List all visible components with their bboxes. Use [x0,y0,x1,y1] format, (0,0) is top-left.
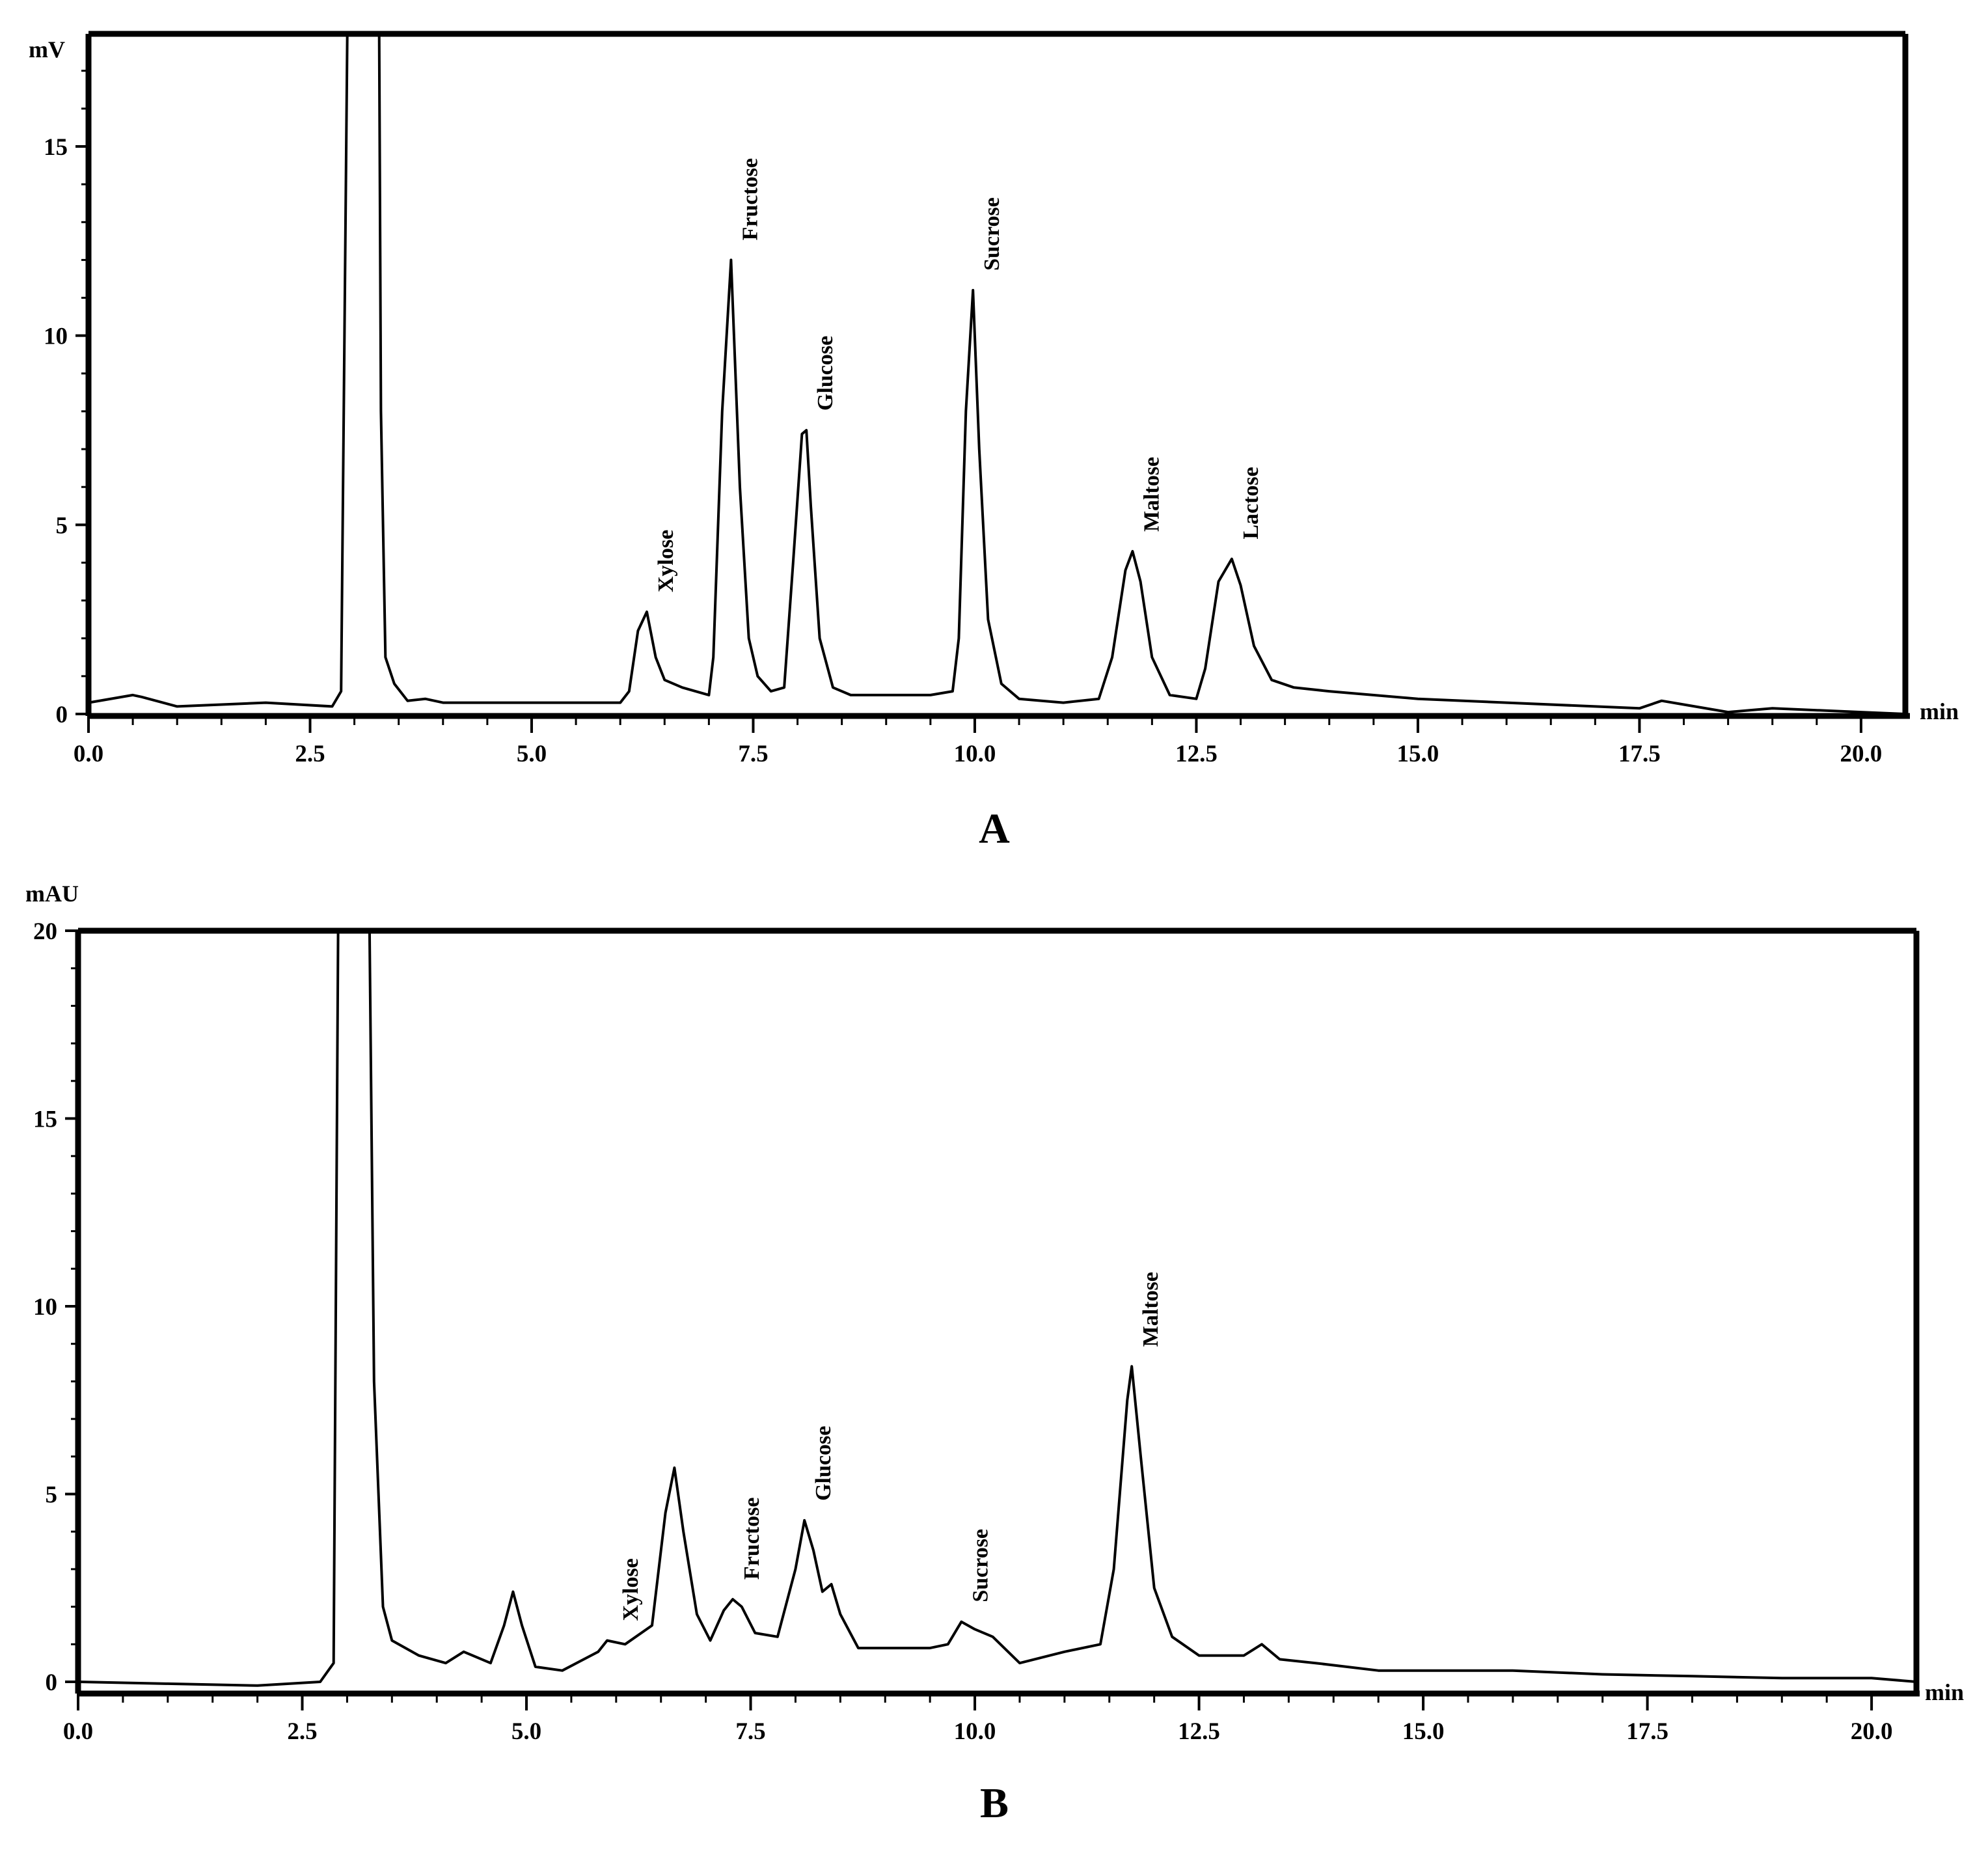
x-ticks: 0.0 2.5 5.0 7.5 10.0 12.5 15.0 17.5 20.0 [74,716,1882,767]
x-tick-label: 15.0 [1402,1718,1445,1745]
chart-panel-b: 0.0 2.5 5.0 7.5 10.0 12.5 15.0 17.5 20.0 0 5 10 15 2… [25,881,1964,1827]
panel-label-b: B [980,1779,1009,1827]
y-tick-label: 0 [46,1669,58,1696]
x-unit-label: min [1925,1679,1964,1705]
x-tick-label: 20.0 [1851,1718,1893,1745]
peak-label: Xylose [654,530,678,592]
x-tick-label: 5.0 [511,1718,541,1745]
x-tick-label: 15.0 [1397,741,1439,767]
x-tick-label: 7.5 [735,1718,765,1745]
chromatogram-line [88,33,1906,715]
peak-label: Maltose [1139,457,1164,532]
x-tick-label: 10.0 [954,741,996,767]
x-tick-label: 2.5 [295,741,325,767]
y-ticks: 0 5 10 15 20 [33,918,78,1696]
y-tick-label: 10 [44,323,68,350]
x-tick-label: 17.5 [1626,1718,1668,1745]
x-tick-label: 0.0 [63,1718,93,1745]
chart-panel-a: 0.0 2.5 5.0 7.5 10.0 12.5 15.0 17.5 20.0 051015 … [29,31,1959,853]
x-tick-label: 5.0 [517,741,547,767]
x-tick-label: 17.5 [1618,741,1661,767]
peak-annotations: Xylose Fructose Glucose Sucrose Maltose [619,1272,1163,1621]
peak-label: Fructose [738,158,762,241]
x-unit-label: min [1920,698,1959,724]
peak-label: Xylose [619,1558,643,1621]
y-tick-label: 15 [33,1106,57,1133]
x-tick-label: 20.0 [1840,741,1883,767]
y-unit-label: mV [29,36,65,62]
y-tick-label: 20 [33,918,57,945]
x-ticks: 0.0 2.5 5.0 7.5 10.0 12.5 15.0 17.5 20.0 [63,1694,1893,1745]
x-tick-label: 12.5 [1175,741,1218,767]
chromatogram-line [77,929,1917,1687]
peak-label: Glucose [811,1426,836,1501]
x-tick-label: 2.5 [287,1718,317,1745]
y-ticks: 0 5 10 15 [44,70,89,728]
y-tick-label: 0 [56,702,68,728]
y-unit-label: mAU [25,881,79,907]
x-tick-label: 7.5 [738,741,768,767]
peak-label: Fructose [740,1498,764,1580]
panel-label-a: A [979,805,1010,853]
peak-label: Maltose [1139,1272,1163,1347]
peak-annotations: Xylose Fructose Glucose Sucrose Maltose Lacto… [654,158,1263,592]
y-tick-label: 15 [44,134,68,161]
peak-label: Sucrose [980,197,1004,271]
y-tick-label: 10 [33,1294,57,1321]
peak-label: Glucose [813,336,837,411]
x-tick-label: 10.0 [954,1718,996,1745]
peak-label: Sucrose [968,1529,992,1602]
x-tick-label: 0.0 [74,741,103,767]
x-tick-label: 12.5 [1178,1718,1220,1745]
y-tick-label: 5 [56,512,68,539]
y-tick-label: 5 [46,1482,58,1509]
peak-label: Lactose [1239,467,1263,539]
